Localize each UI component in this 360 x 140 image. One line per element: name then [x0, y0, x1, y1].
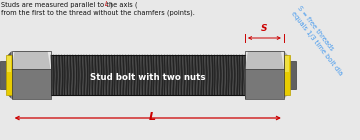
Text: ): ): [110, 1, 112, 8]
Bar: [7, 56, 11, 72]
Text: L: L: [105, 1, 109, 7]
Bar: [0, 61, 6, 89]
Text: L: L: [149, 112, 156, 122]
Text: S: S: [261, 24, 268, 33]
Polygon shape: [245, 69, 284, 99]
Polygon shape: [12, 51, 50, 69]
Bar: [285, 56, 289, 72]
Polygon shape: [245, 51, 284, 69]
Bar: [6, 55, 12, 95]
Text: Stud bolt with two nuts: Stud bolt with two nuts: [90, 73, 206, 81]
Polygon shape: [284, 51, 288, 99]
Text: S = free threads
equals 1/3 time bolt dia: S = free threads equals 1/3 time bolt di…: [290, 5, 350, 76]
Bar: [284, 55, 290, 95]
Text: Studs are measured parallel to the axis (: Studs are measured parallel to the axis …: [1, 1, 138, 8]
Bar: [50, 55, 245, 95]
Text: from the first to the thread without the chamfers (points).: from the first to the thread without the…: [1, 9, 195, 16]
Polygon shape: [8, 51, 12, 99]
Polygon shape: [12, 69, 50, 99]
Bar: [290, 61, 296, 89]
